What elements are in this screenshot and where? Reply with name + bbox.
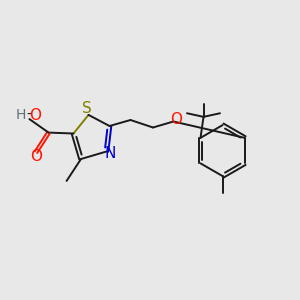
Text: -: - <box>26 108 31 122</box>
Text: O: O <box>30 149 42 164</box>
Text: S: S <box>82 101 92 116</box>
Text: O: O <box>29 108 41 123</box>
Text: N: N <box>104 146 116 160</box>
Text: H: H <box>16 108 26 122</box>
Text: O: O <box>170 112 182 127</box>
